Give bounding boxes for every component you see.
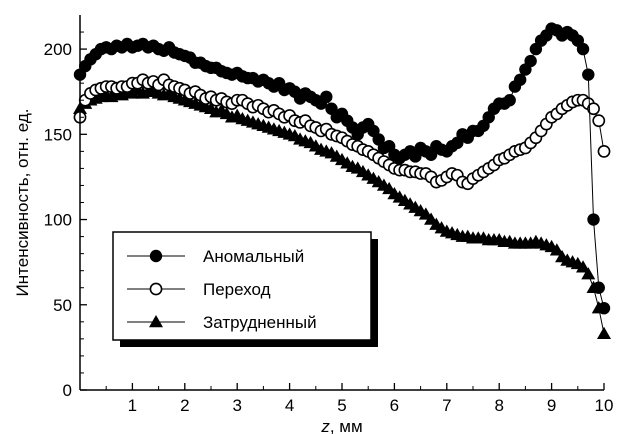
x-tick-label: 5 bbox=[337, 396, 346, 415]
ticks: 0 50 100 150 200 1 2 3 4 5 6 7 8 9 10 bbox=[44, 31, 614, 415]
data-point-anomalous bbox=[587, 213, 600, 226]
y-tick-label: 150 bbox=[44, 125, 72, 144]
data-point-impeded bbox=[581, 267, 596, 280]
data-marks bbox=[73, 22, 611, 339]
data-point-impeded bbox=[597, 326, 611, 339]
x-axis-variable: z bbox=[320, 417, 330, 434]
data-point-anomalous bbox=[582, 68, 595, 81]
y-tick-label: 200 bbox=[44, 40, 72, 59]
legend-marker-anomalous bbox=[149, 249, 163, 263]
legend-marker-transition bbox=[149, 282, 163, 296]
x-tick-label: 2 bbox=[180, 396, 189, 415]
data-point-anomalous bbox=[320, 90, 333, 104]
data-point-transition bbox=[597, 144, 611, 158]
x-tick-label: 10 bbox=[595, 396, 614, 415]
series-impeded bbox=[73, 83, 611, 339]
y-axis-label: Интенсивность, отн. ед. bbox=[13, 109, 32, 297]
x-tick-label: 7 bbox=[442, 396, 451, 415]
series-transition bbox=[73, 73, 611, 191]
x-tick-label: 9 bbox=[547, 396, 556, 415]
legend-label-transition: Переход bbox=[203, 280, 271, 299]
y-tick-label: 100 bbox=[44, 211, 72, 230]
data-point-impeded bbox=[549, 243, 564, 256]
data-point-anomalous bbox=[524, 54, 537, 68]
data-point-anomalous bbox=[597, 301, 611, 315]
data-point-anomalous bbox=[592, 281, 605, 294]
x-tick-label: 3 bbox=[232, 396, 241, 415]
x-tick-label: 4 bbox=[285, 396, 294, 415]
legend: Аномальный Переход Затрудненный bbox=[112, 231, 378, 347]
y-tick-label: 0 bbox=[63, 381, 72, 400]
data-point-anomalous bbox=[576, 42, 590, 56]
y-tick-label: 50 bbox=[53, 296, 72, 315]
data-point-transition bbox=[587, 102, 600, 116]
data-point-impeded bbox=[576, 260, 591, 273]
legend-label-anomalous: Аномальный bbox=[203, 247, 304, 266]
data-point-anomalous bbox=[513, 73, 527, 86]
x-tick-label: 6 bbox=[390, 396, 399, 415]
x-axis-unit: , мм bbox=[330, 417, 363, 434]
data-point-transition bbox=[592, 114, 606, 128]
x-axis-label: z, мм bbox=[320, 417, 362, 434]
legend-label-impeded: Затрудненный bbox=[203, 313, 317, 332]
data-point-anomalous bbox=[503, 94, 516, 107]
legend-marker-impeded bbox=[149, 315, 163, 328]
x-tick-label: 8 bbox=[494, 396, 503, 415]
x-tick-label: 1 bbox=[128, 396, 137, 415]
series-anomalous bbox=[73, 22, 611, 315]
